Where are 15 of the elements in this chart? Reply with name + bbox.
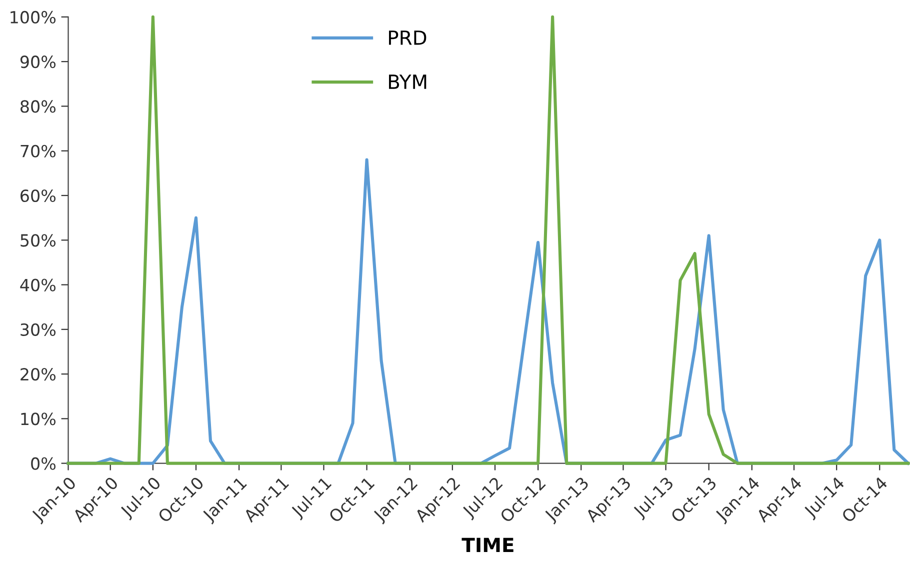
y-tick-label: 40% [20, 278, 56, 292]
y-tick-label: 90% [20, 56, 56, 68]
y-tick-label: 70% [20, 144, 56, 158]
y-tick-label: 60% [20, 189, 56, 202]
y-tick-label: 30% [20, 323, 56, 336]
x-axis-title: TIME [462, 538, 514, 552]
legend-label: PRD [389, 30, 426, 45]
line-series [66, 15, 910, 465]
legend-label: BYM [389, 74, 426, 89]
y-tick-label: 80% [20, 100, 56, 113]
y-tick-label: 20% [20, 368, 56, 381]
y-tick-label: 10% [21, 412, 56, 426]
y-tick-label: 100% [10, 10, 56, 24]
y-tick-label: 50% [20, 234, 56, 247]
y-tick-label: 0% [31, 457, 56, 470]
